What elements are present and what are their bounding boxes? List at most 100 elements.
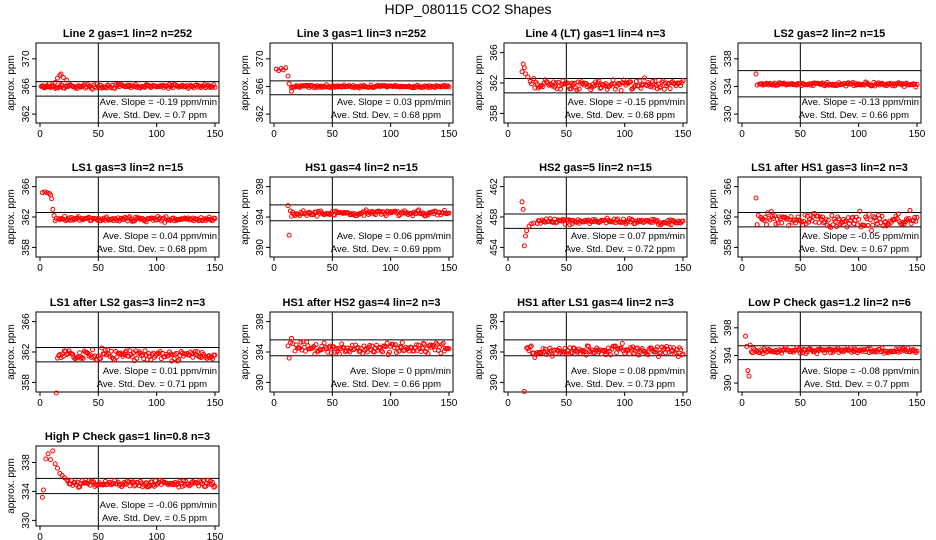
- data-point: [168, 351, 174, 357]
- data-point: [392, 342, 398, 348]
- data-point: [62, 213, 67, 219]
- x-tick-label: 100: [616, 263, 633, 274]
- data-point: [349, 211, 355, 217]
- y-tick-label: 454: [489, 239, 500, 256]
- data-point: [857, 208, 863, 214]
- data-point: [747, 342, 753, 348]
- data-point: [90, 347, 95, 353]
- data-series: [53, 345, 218, 396]
- y-tick-label: 366: [489, 44, 500, 61]
- plot-frame: [35, 445, 220, 527]
- data-point: [143, 480, 149, 486]
- data-point: [792, 217, 797, 223]
- figure-title: HDP_080115 CO2 Shapes: [384, 1, 551, 17]
- data-point: [680, 218, 686, 224]
- y-tick-label: 370: [21, 50, 32, 67]
- y-tick-label: 370: [255, 50, 266, 67]
- data-point: [438, 350, 444, 356]
- slope-annotation: Ave. Slope = 0.04 ppm/min: [103, 231, 217, 242]
- data-point: [531, 76, 537, 82]
- data-point: [670, 347, 675, 353]
- panel-title: High P Check gas=1 lin=0.8 n=3: [45, 431, 210, 443]
- data-point: [764, 349, 769, 355]
- x-tick-label: 50: [795, 129, 807, 140]
- stddev-annotation: Ave. Std. Dev. = 0.69 ppm: [331, 244, 441, 255]
- data-point: [773, 221, 779, 227]
- data-point: [829, 212, 835, 218]
- x-tick-label: 0: [37, 398, 43, 409]
- data-point: [45, 451, 51, 457]
- data-point: [680, 351, 686, 357]
- data-point: [911, 217, 916, 223]
- x-tick-label: 50: [561, 129, 573, 140]
- y-tick-label: 398: [255, 313, 266, 330]
- slope-annotation: Ave. Slope = -0.19 ppm/min: [100, 97, 217, 108]
- data-point: [804, 349, 810, 355]
- data-point: [645, 352, 651, 358]
- data-series: [39, 189, 218, 225]
- y-tick-label: 390: [255, 239, 266, 256]
- data-point: [363, 207, 369, 213]
- data-point: [77, 484, 83, 490]
- data-point: [80, 355, 86, 361]
- x-tick-label: 150: [909, 129, 926, 140]
- data-point: [558, 86, 563, 92]
- stddev-annotation: Ave. Std. Dev. = 0.7 ppm: [102, 110, 207, 121]
- data-point: [385, 352, 391, 358]
- data-point: [98, 355, 104, 361]
- data-point: [745, 368, 751, 374]
- data-point: [440, 340, 446, 346]
- data-point: [654, 344, 660, 350]
- data-point: [59, 351, 65, 357]
- x-tick-label: 100: [616, 398, 633, 409]
- data-point: [383, 213, 389, 219]
- data-point: [867, 217, 873, 223]
- data-point: [87, 352, 93, 358]
- y-tick-label: 366: [21, 313, 32, 330]
- x-tick-label: 50: [327, 263, 339, 274]
- data-point: [895, 211, 901, 217]
- panel-title: Line 2 gas=1 lin=2 n=252: [63, 28, 192, 40]
- data-point: [64, 77, 70, 83]
- y-tick-label: 358: [489, 105, 500, 122]
- x-tick-label: 50: [561, 263, 573, 274]
- x-tick-label: 50: [93, 129, 105, 140]
- data-point: [286, 232, 292, 238]
- data-point: [753, 195, 759, 201]
- data-point: [873, 218, 879, 224]
- data-point: [399, 339, 405, 345]
- data-point: [856, 216, 862, 222]
- data-point: [914, 214, 920, 220]
- data-point: [898, 81, 904, 87]
- data-point: [43, 456, 49, 462]
- x-tick-label: 100: [850, 263, 867, 274]
- x-tick-label: 100: [382, 263, 399, 274]
- data-point: [41, 487, 46, 493]
- slope-annotation: Ave. Slope = -0.06 ppm/min: [100, 500, 217, 511]
- panel-title: Line 3 gas=1 lin=3 n=252: [297, 28, 426, 40]
- x-tick-label: 150: [909, 263, 926, 274]
- data-point: [175, 358, 181, 364]
- data-point: [566, 217, 572, 223]
- data-point: [553, 80, 559, 86]
- data-point: [285, 343, 291, 349]
- y-tick-label: 390: [489, 374, 500, 391]
- data-point: [746, 373, 752, 379]
- panel-title: Low P Check gas=1.2 lin=2 n=6: [748, 297, 911, 309]
- panel-12: Low P Check gas=1.2 lin=2 n=6 0 50 100 150 39…: [708, 297, 926, 409]
- slope-annotation: Ave. Slope = -0.05 ppm/min: [802, 231, 919, 242]
- data-point: [210, 479, 216, 485]
- panel-8: LS1 after HS1 gas=3 lin=2 n=3 0 50 100 150 35…: [708, 162, 926, 274]
- data-point: [569, 350, 575, 356]
- data-point: [195, 349, 200, 355]
- data-point: [612, 86, 618, 92]
- data-point: [894, 216, 900, 222]
- y-tick-label: 362: [489, 74, 500, 91]
- data-point: [547, 345, 553, 351]
- data-point: [913, 349, 919, 355]
- data-point: [525, 74, 531, 80]
- y-tick-label: 366: [21, 78, 32, 95]
- x-tick-label: 150: [441, 263, 458, 274]
- data-point: [649, 345, 654, 351]
- data-series: [519, 61, 686, 93]
